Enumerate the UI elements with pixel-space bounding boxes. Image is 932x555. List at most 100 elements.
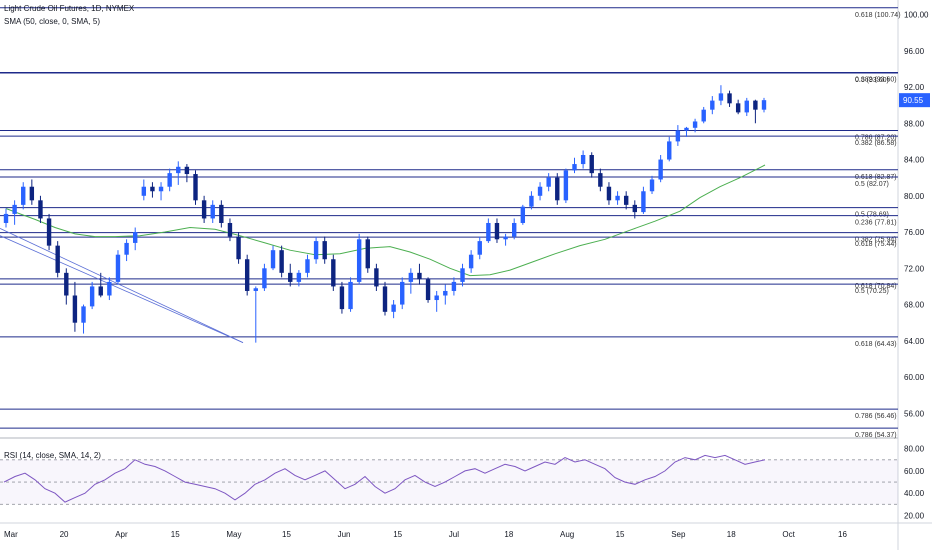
candle-body xyxy=(434,295,439,301)
candle xyxy=(710,96,715,115)
candle xyxy=(425,277,431,303)
candle xyxy=(512,218,517,240)
candle-body xyxy=(710,100,715,110)
last-price-label: 90.55 xyxy=(903,96,924,105)
candle xyxy=(339,281,345,314)
candle-body xyxy=(3,213,9,223)
time-tick-label: 15 xyxy=(616,530,625,539)
candle-body xyxy=(305,259,310,273)
candle-body xyxy=(244,259,250,291)
time-tick-label: Apr xyxy=(115,530,128,539)
candle xyxy=(701,106,706,124)
rsi-indicator-label[interactable]: RSI (14, close, SMA, 14, 2) xyxy=(4,451,101,460)
candle xyxy=(494,218,500,243)
candle-body xyxy=(408,272,414,282)
candle-body xyxy=(667,141,672,160)
last-price-badge: 90.55 xyxy=(899,93,930,108)
candle xyxy=(12,200,17,225)
candle xyxy=(124,239,129,262)
price-tick-label: 76.00 xyxy=(904,228,925,237)
sma-indicator-label[interactable]: SMA (50, close, 0, SMA, 5) xyxy=(4,17,101,26)
candle xyxy=(219,200,224,228)
candle xyxy=(658,155,663,183)
candle-body xyxy=(176,166,181,174)
candle-body xyxy=(64,272,69,296)
candle xyxy=(296,270,302,287)
candle-body xyxy=(365,239,370,269)
candle xyxy=(649,175,655,194)
candle-body xyxy=(158,186,164,192)
candle-body xyxy=(115,254,121,282)
candle-body xyxy=(184,166,190,175)
candle xyxy=(150,182,155,198)
candle-body xyxy=(692,121,698,128)
candle xyxy=(753,99,758,124)
last-price-badge-box xyxy=(899,93,930,108)
candle-body xyxy=(374,268,379,287)
candle-body xyxy=(262,268,267,289)
time-tick-label: Sep xyxy=(671,530,686,539)
candle-body xyxy=(72,295,78,323)
price-axis[interactable]: 56.00 60.00 64.00 68.00 72.00 76.00 80.00 84.00… xyxy=(904,11,929,419)
sma-polyline xyxy=(5,164,766,277)
candle-body xyxy=(632,204,637,213)
candle xyxy=(606,182,612,205)
candle-body xyxy=(555,177,560,201)
fib-level-label: 0.5 (82.07) xyxy=(855,181,889,188)
trendline-upper xyxy=(0,228,244,343)
candle xyxy=(718,85,724,106)
fib-level-label: 0.236 (77.81) xyxy=(855,220,897,227)
candle-body xyxy=(107,281,112,296)
price-tick-label: 60.00 xyxy=(904,373,925,382)
candle xyxy=(21,182,26,210)
candle xyxy=(313,236,319,264)
candle-body xyxy=(417,272,422,280)
price-tick-label: 56.00 xyxy=(904,409,925,418)
fib-levels: 0.618 (100.74) 0.382 (93.60)0.5 (93.60) 0.… xyxy=(0,7,901,439)
fib-level-label: 0.786 (87.20) xyxy=(855,135,897,142)
candle xyxy=(555,173,560,205)
fib-level-label: 0.382 (75.94) xyxy=(855,237,897,244)
candle xyxy=(632,200,637,219)
candle xyxy=(81,304,86,334)
candle-body xyxy=(641,191,646,213)
candle xyxy=(477,236,482,260)
candle-body xyxy=(735,103,741,113)
candle-body xyxy=(486,222,491,242)
candle xyxy=(176,161,181,185)
candle-body xyxy=(339,286,345,310)
candle-body xyxy=(288,272,293,282)
time-axis[interactable]: Mar 20 Apr 15 May 15 Jun 15 Jul 18 Aug 15 Sep 18 Oct 16 xyxy=(4,530,847,539)
rsi-tick-label: 40.00 xyxy=(904,489,925,498)
candle xyxy=(443,284,448,305)
candle xyxy=(684,126,689,137)
sma-line xyxy=(5,164,766,277)
candle xyxy=(141,179,147,201)
candle xyxy=(675,125,681,146)
candle xyxy=(580,150,586,169)
candle-body xyxy=(658,159,663,180)
candle-body xyxy=(589,155,594,174)
candle-body xyxy=(563,170,569,201)
candle-body xyxy=(718,93,724,101)
candle-body xyxy=(133,232,138,243)
candle xyxy=(244,254,250,296)
candle-body xyxy=(12,204,17,214)
candle xyxy=(598,168,603,192)
candle xyxy=(107,277,112,301)
rsi-axis[interactable]: 20.00 40.00 60.00 80.00 xyxy=(904,445,925,521)
candle xyxy=(55,241,60,278)
candle xyxy=(29,179,35,205)
candle xyxy=(460,263,465,287)
candle-body xyxy=(236,236,241,260)
fib-level-label: 0.382 (93.60) xyxy=(855,77,897,84)
candle xyxy=(98,272,103,298)
price-tick-label: 68.00 xyxy=(904,301,925,310)
fib-level-label: 0.786 (54.37) xyxy=(855,432,897,439)
candle-body xyxy=(382,286,388,312)
candle xyxy=(615,191,620,205)
candle-body xyxy=(253,288,258,291)
